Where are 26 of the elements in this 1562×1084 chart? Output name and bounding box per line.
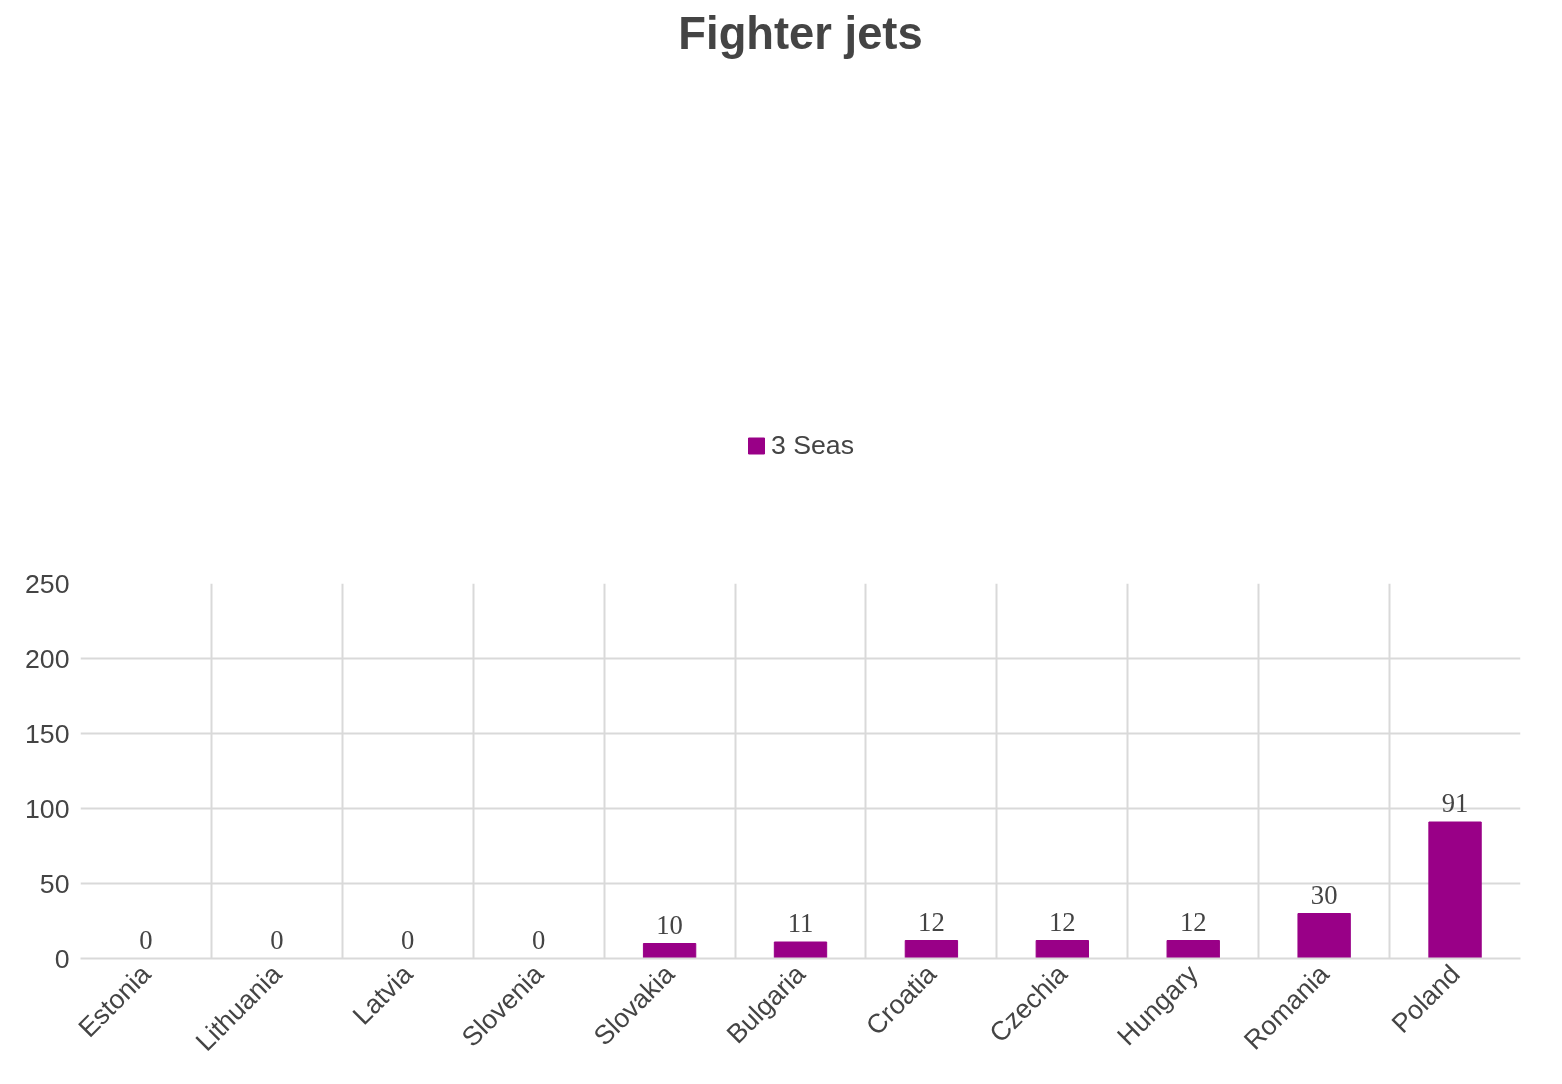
y-tick-label: 100	[25, 793, 70, 824]
data-label: 11	[787, 908, 814, 938]
bar	[904, 940, 959, 959]
data-label: 91	[1441, 788, 1469, 818]
data-label: 12	[1048, 906, 1076, 937]
y-tick-label: 50	[39, 868, 70, 899]
legend-label: 3 Seas	[771, 429, 854, 461]
bar	[1035, 940, 1089, 959]
bar	[1428, 821, 1482, 959]
y-tick-label: 200	[25, 643, 70, 674]
bar	[1166, 940, 1220, 959]
data-label: 0	[532, 924, 546, 955]
data-label: 10	[656, 909, 683, 940]
data-label: 12	[1179, 906, 1207, 937]
data-label: 0	[270, 924, 284, 955]
bar	[773, 941, 828, 959]
data-label: 12	[918, 906, 945, 937]
y-tick-label: 0	[54, 943, 70, 974]
bar	[1297, 913, 1351, 959]
chart-title: Fighter jets	[678, 7, 923, 59]
y-tick-label: 250	[25, 568, 70, 599]
bar	[642, 943, 697, 959]
data-label: 0	[401, 924, 415, 955]
data-label: 0	[139, 924, 153, 955]
data-label: 30	[1310, 879, 1338, 910]
y-tick-label: 150	[25, 718, 70, 749]
